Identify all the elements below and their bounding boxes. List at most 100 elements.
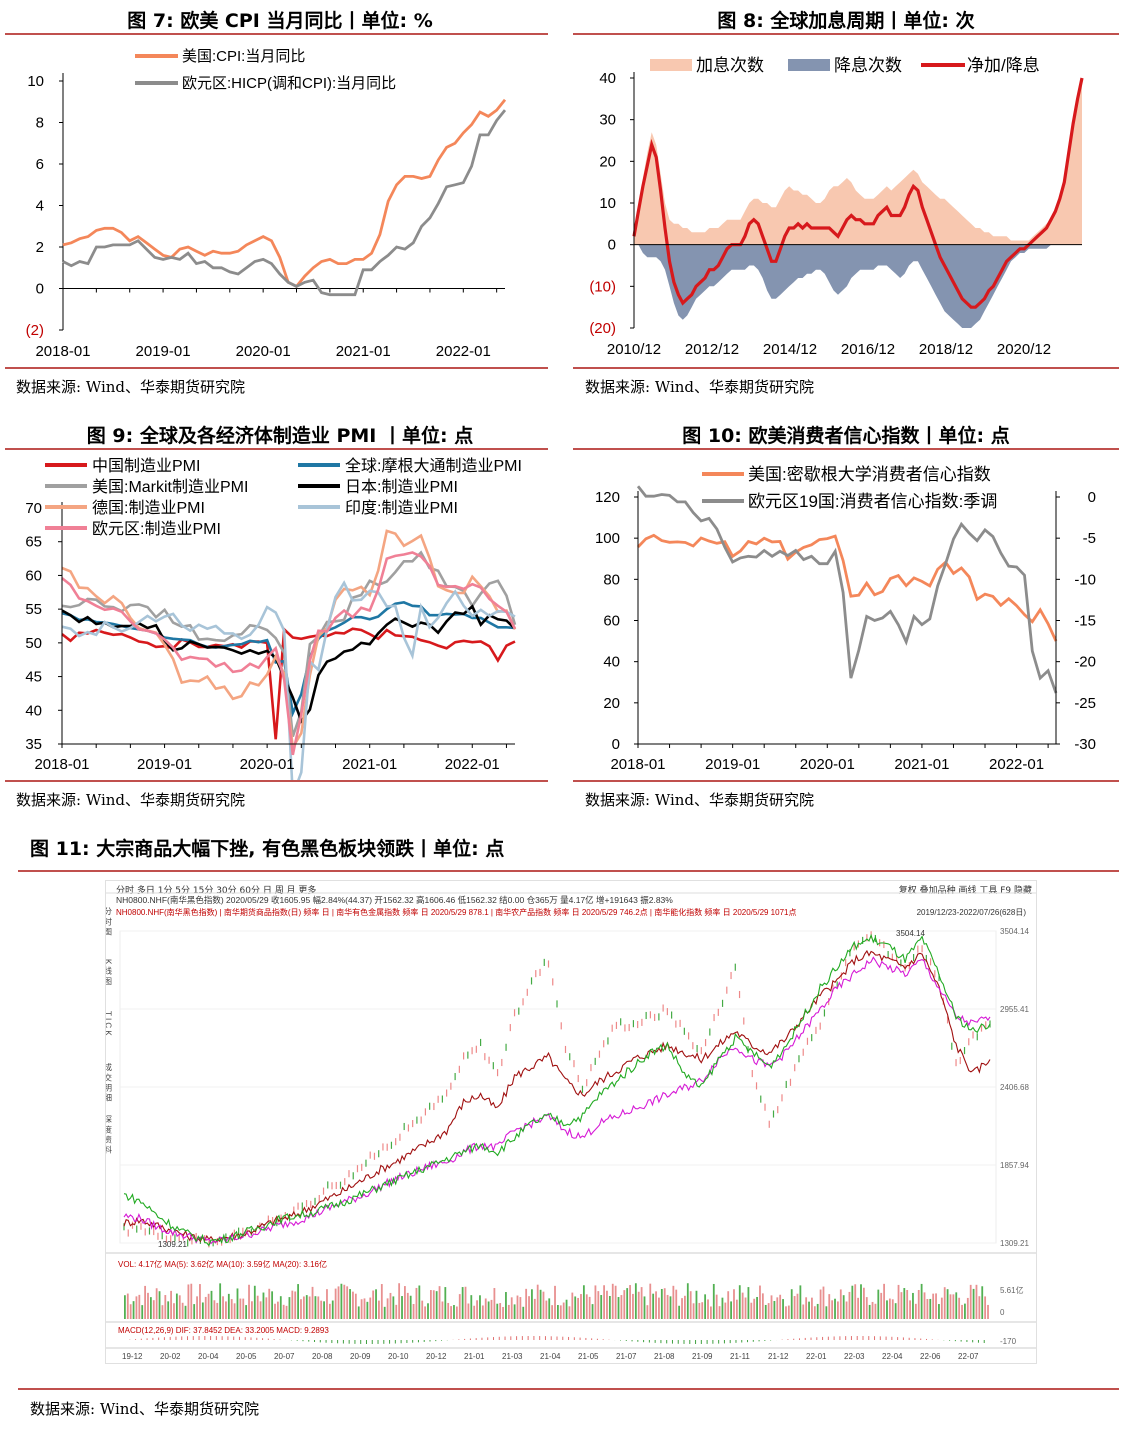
fig11-volume-bar xyxy=(640,1287,643,1319)
fig11-volume-bar xyxy=(429,1290,432,1319)
fig11-volume-bar xyxy=(698,1302,701,1319)
fig11-volume-bar xyxy=(161,1305,164,1319)
fig11-volume-bar xyxy=(499,1303,502,1319)
fig7-x-tick-label: 2021-01 xyxy=(336,343,391,360)
fig10-x-tick-label: 2018-01 xyxy=(610,756,665,773)
fig11-volume-bar xyxy=(138,1294,141,1319)
fig11-volume-bar xyxy=(193,1304,196,1319)
fig11-series-line xyxy=(123,933,991,1247)
fig11-terminal: 分时 多日 1分 5分 15分 30分 60分 日 周 月 更多 复权 叠加品种… xyxy=(105,880,1037,1364)
fig11-volume-bar xyxy=(129,1304,132,1319)
fig11-volume-bar xyxy=(438,1286,441,1319)
fig11-volume-bar xyxy=(395,1304,398,1319)
fig11-volume-bar xyxy=(623,1290,626,1319)
fig10-top-rule xyxy=(573,448,1119,450)
fig11-volume-bar xyxy=(545,1300,548,1319)
fig11-volume-bar xyxy=(276,1301,279,1319)
fig11-volume-bar xyxy=(816,1303,819,1319)
fig11-volume-bar xyxy=(314,1296,317,1319)
fig7-chart: (2) 0 2 4 6 8 10 2018-01 2019-01 2020-01 2021-01 20… xyxy=(26,48,507,360)
fig11-volume-bar xyxy=(536,1284,539,1319)
fig8-net-line xyxy=(632,77,1084,309)
fig11-volume-bar xyxy=(302,1296,305,1319)
fig11-volume-bar xyxy=(337,1286,340,1319)
fig11-volume-bar xyxy=(557,1305,559,1319)
fig11-volume-bar xyxy=(761,1293,764,1319)
fig11-volume-bar xyxy=(487,1301,490,1319)
fig11-volume-bar xyxy=(196,1296,198,1319)
fig10-legend-label: 欧元区19国:消费者信心指数:季调 xyxy=(748,492,997,511)
fig11-volume-bar xyxy=(323,1301,325,1319)
fig11-volume-bar xyxy=(216,1302,219,1319)
fig9-y-tick-label: 50 xyxy=(25,635,42,652)
fig11-volume-bar xyxy=(479,1295,481,1319)
fig11-volume-bar xyxy=(718,1306,721,1319)
fig7-y-tick-label: 10 xyxy=(27,73,44,90)
fig10-legend-label: 美国:密歇根大学消费者信心指数 xyxy=(748,465,991,484)
fig10-y2-tick-label: 0 xyxy=(1088,489,1096,506)
fig11-vol-y-label: 5.61亿 xyxy=(1000,1285,1024,1295)
fig11-volume-bar xyxy=(767,1303,770,1319)
fig11-volume-bar xyxy=(577,1297,580,1319)
fig11-volume-bar xyxy=(251,1301,253,1319)
fig11-x-label: 21-04 xyxy=(540,1352,561,1361)
fig11-volume-bar xyxy=(756,1296,758,1319)
fig8-x-tick-label: 2014/12 xyxy=(763,341,817,358)
fig11-volume-bar xyxy=(961,1304,963,1319)
fig11-volume-bar xyxy=(883,1283,885,1319)
fig9-x-tick-label: 2021-01 xyxy=(342,756,397,773)
fig11-volume-bar xyxy=(285,1305,288,1319)
fig8-x-tick-label: 2012/12 xyxy=(685,341,739,358)
fig11-volume-bar xyxy=(854,1284,857,1319)
fig11-volume-bar xyxy=(860,1284,862,1319)
fig11-volume-bar xyxy=(539,1289,542,1319)
fig9-y-tick-label: 35 xyxy=(25,736,42,753)
fig11-volume-bar xyxy=(943,1287,946,1319)
fig11-volume-bar xyxy=(831,1300,834,1319)
fig11-volume-bar xyxy=(733,1289,735,1319)
fig11-volume-bar xyxy=(372,1290,375,1319)
fig11-volume-bar xyxy=(389,1292,392,1319)
fig11-toolbar[interactable]: 分时 多日 1分 5分 15分 30分 60分 日 周 月 更多 xyxy=(116,886,317,896)
fig11-volume-bar xyxy=(262,1292,265,1319)
fig9-x-tick-label: 2020-01 xyxy=(240,756,295,773)
fig11-volume-bar xyxy=(649,1283,652,1319)
fig11-volume-bar xyxy=(926,1298,929,1319)
fig8-legend-swatch xyxy=(788,59,830,71)
fig11-volume-bar xyxy=(750,1302,753,1319)
fig11-volume-bar xyxy=(404,1286,406,1319)
fig11-volume-bar xyxy=(441,1301,444,1319)
fig8-top-rule xyxy=(573,33,1119,35)
fig11-volume-bar xyxy=(888,1298,891,1319)
fig11-volume-bar xyxy=(135,1296,138,1319)
fig11-volume-bar xyxy=(669,1296,672,1319)
fig11-x-label: 22-01 xyxy=(806,1352,827,1361)
fig11-volume-bar xyxy=(735,1299,738,1319)
fig9-y-tick-label: 45 xyxy=(25,669,42,686)
fig9-series-line xyxy=(61,551,517,756)
fig11-volume-bar xyxy=(415,1287,418,1319)
fig11-volume-bar xyxy=(424,1306,427,1319)
fig11-volume-bar xyxy=(796,1293,799,1319)
fig11-volume-bar xyxy=(591,1304,594,1319)
fig11-volume-bar xyxy=(695,1290,698,1319)
fig10-title: 图 10: 欧美消费者信心指数丨单位: 点 xyxy=(682,425,1010,447)
fig11-volume-bar xyxy=(808,1301,810,1319)
fig11-volume-bar xyxy=(686,1283,689,1319)
fig8-source: 数据来源: Wind、华泰期货研究院 xyxy=(585,378,815,396)
fig11-volume-bar xyxy=(551,1305,554,1319)
fig8-x-tick-label: 2020/12 xyxy=(997,341,1051,358)
fig11-volume-bar xyxy=(877,1289,880,1319)
fig10-y-tick-label: 120 xyxy=(595,489,620,506)
fig10-chart: 0 20 40 60 80 100 120 -30 -25 -20 -15 -10 -5 0 2018-01… xyxy=(595,465,1096,773)
fig11-volume-bar xyxy=(626,1288,629,1319)
fig11-volume-bar xyxy=(141,1305,144,1319)
fig8-y-tick-label: 20 xyxy=(599,153,616,170)
fig11-volume-bar xyxy=(175,1293,178,1319)
fig11-volume-bar xyxy=(938,1304,940,1319)
fig11-volume-bar xyxy=(730,1301,732,1319)
fig11-volume-bar xyxy=(505,1292,507,1319)
fig11-volume-bar xyxy=(548,1298,551,1319)
fig11-x-label: 22-06 xyxy=(920,1352,941,1361)
fig11-toolbar-right[interactable]: 复权 叠加品种 画线 工具 F9 隐藏 xyxy=(898,886,1032,896)
